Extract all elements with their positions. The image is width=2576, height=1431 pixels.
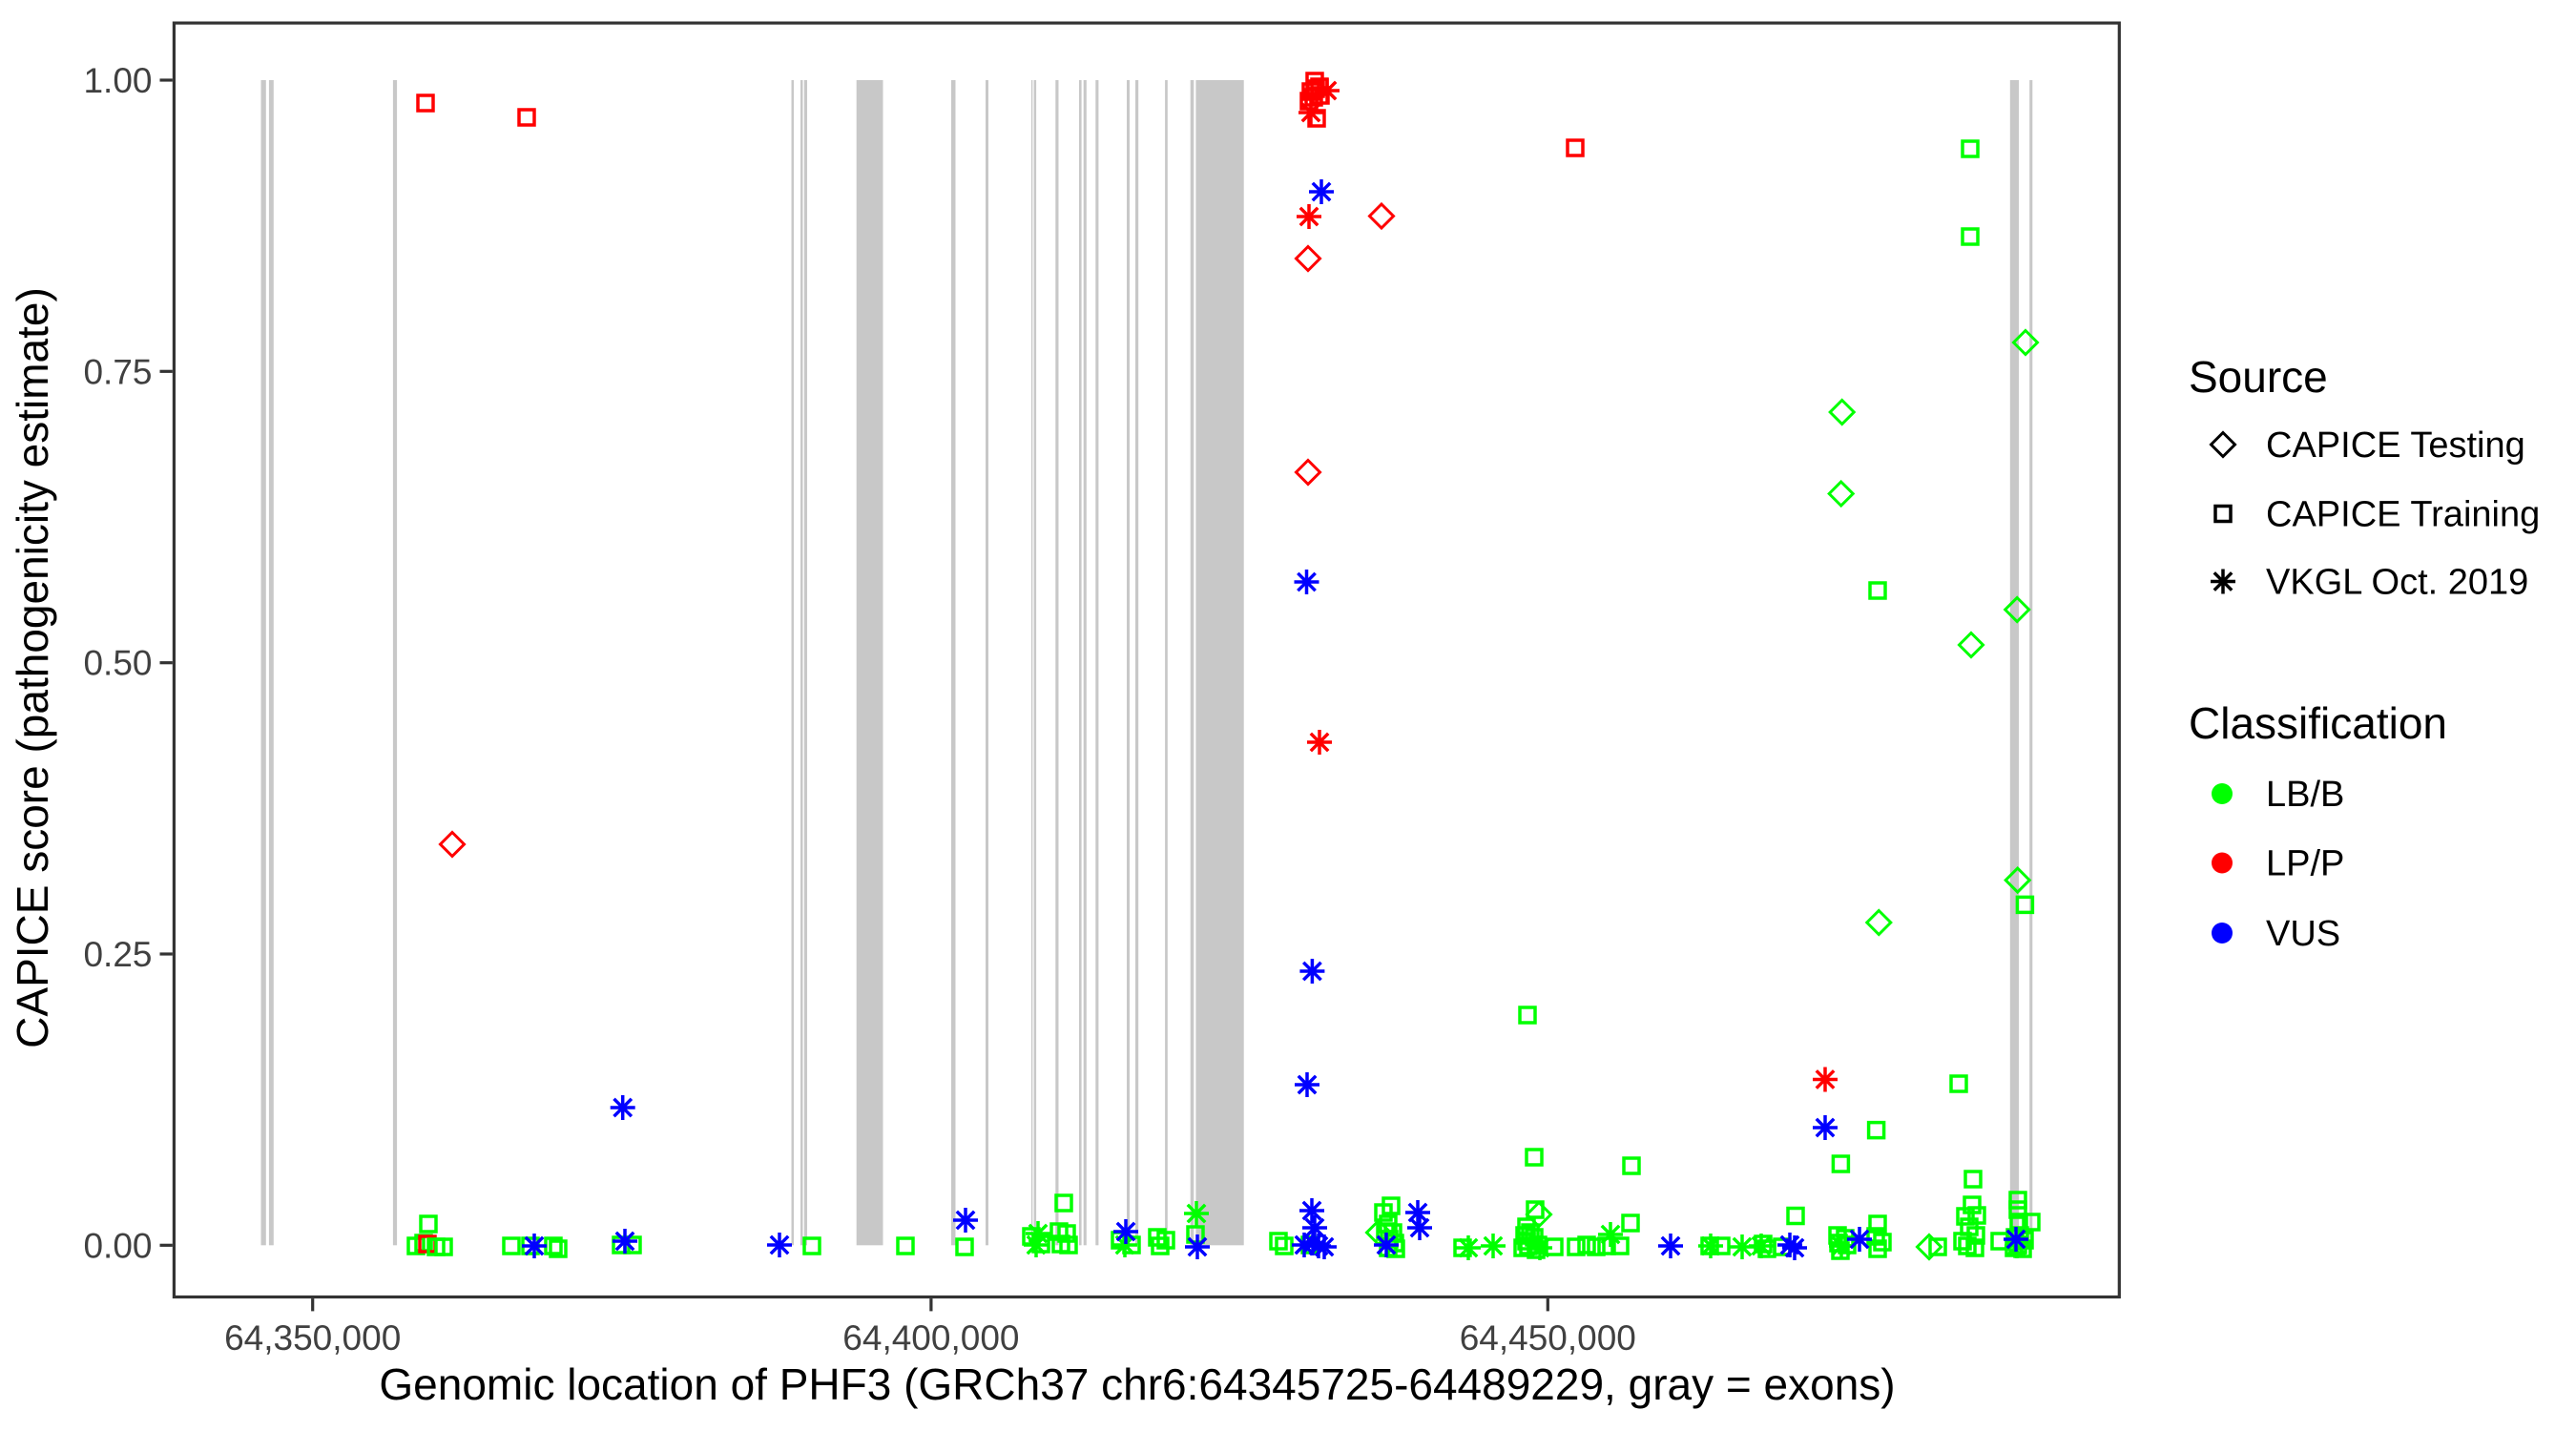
svg-text:Genomic location of PHF3 (GRCh: Genomic location of PHF3 (GRCh37 chr6:64… [379, 1359, 1895, 1409]
svg-text:VUS: VUS [2266, 914, 2340, 954]
svg-text:0.75: 0.75 [83, 352, 152, 391]
svg-text:VKGL Oct. 2019: VKGL Oct. 2019 [2266, 563, 2528, 603]
svg-text:64,450,000: 64,450,000 [1460, 1318, 1636, 1358]
svg-text:Source: Source [2189, 352, 2328, 402]
svg-text:CAPICE Training: CAPICE Training [2266, 495, 2540, 535]
svg-text:CAPICE Testing: CAPICE Testing [2266, 425, 2525, 466]
svg-text:0.25: 0.25 [83, 935, 152, 974]
svg-text:LP/P: LP/P [2266, 844, 2344, 884]
svg-text:64,400,000: 64,400,000 [842, 1318, 1019, 1358]
svg-text:64,350,000: 64,350,000 [224, 1318, 401, 1358]
svg-text:Classification: Classification [2189, 698, 2447, 748]
svg-text:LB/B: LB/B [2266, 775, 2344, 815]
svg-text:CAPICE score (pathogenicity es: CAPICE score (pathogenicity estimate) [8, 287, 57, 1048]
svg-text:1.00: 1.00 [83, 61, 152, 100]
svg-text:0.00: 0.00 [83, 1226, 152, 1265]
svg-text:0.50: 0.50 [83, 644, 152, 683]
